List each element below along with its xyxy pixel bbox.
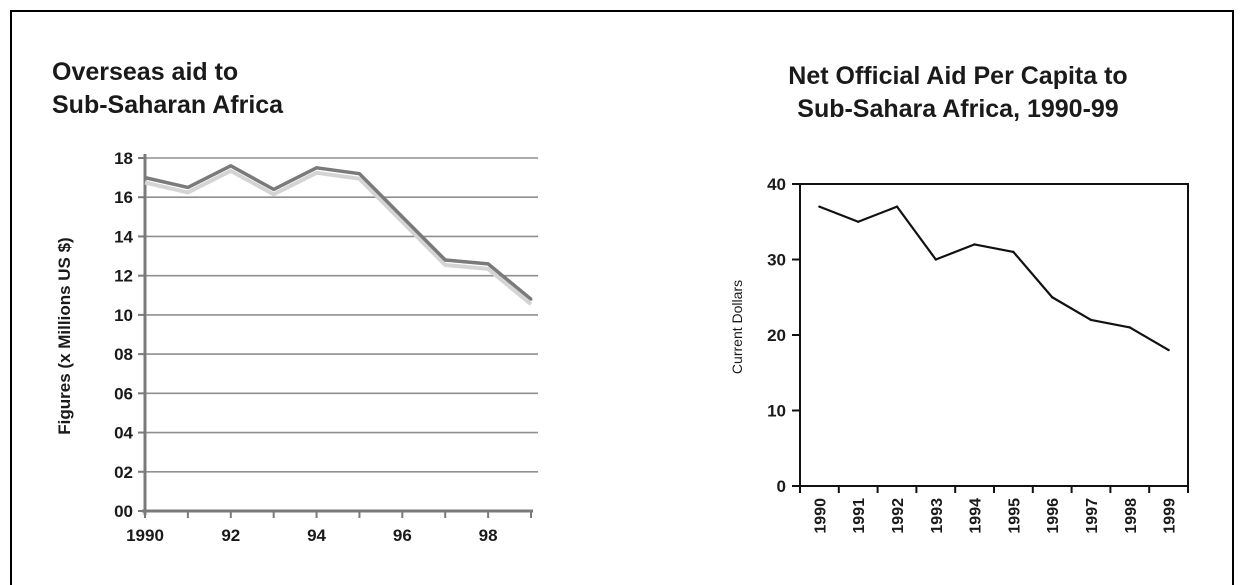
chart2-title-line2: Sub-Sahara Africa, 1990-99 [797, 95, 1118, 123]
chart2-x-tick-labels: 1990 1991 1992 1993 1994 1995 1996 1997 1998 1999 [812, 498, 1178, 534]
chart2-data-point [857, 220, 860, 223]
chart2-data-point [1051, 296, 1054, 299]
chart1-x-tick-label: 92 [221, 526, 240, 545]
chart2-data-point [818, 205, 821, 208]
chart2-axes [792, 183, 1189, 493]
chart1-y-tick-label: 06 [114, 384, 133, 403]
chart-overseas-aid: Overseas aid to Sub-Saharan Africa 00020… [52, 58, 538, 545]
chart1-data-point [529, 297, 533, 301]
chart2-y-axis-label: Current Dollars [729, 280, 745, 374]
chart2-x-tick-label: 1996 [1045, 498, 1062, 534]
chart2-y-tick-label: 0 [777, 477, 786, 496]
chart2-x-tick-label: 1990 [812, 498, 829, 534]
chart1-data-point [486, 262, 490, 266]
chart1-axes [138, 154, 533, 518]
chart2-x-tick-label: 1998 [1123, 498, 1140, 534]
chart2-y-tick-label: 20 [767, 326, 786, 345]
chart1-y-tick-label: 00 [114, 502, 133, 521]
chart2-x-tick-label: 1993 [929, 498, 946, 534]
chart1-y-tick-label: 08 [114, 345, 133, 364]
chart2-data-point [934, 258, 937, 261]
chart1-x-tick-label: 1990 [126, 526, 164, 545]
chart2-data-point [895, 205, 899, 208]
chart1-data-point [186, 185, 190, 189]
chart1-y-tick-label: 14 [114, 227, 133, 246]
chart1-y-axis-label: Figures (x Millions US $) [55, 237, 74, 434]
chart1-x-tick-label: 96 [393, 526, 412, 545]
chart1-title-line2: Sub-Saharan Africa [52, 91, 284, 119]
chart2-x-tick-label: 1995 [1006, 498, 1023, 534]
chart1-data-point [143, 176, 147, 180]
chart2-y-tick-label: 10 [767, 402, 786, 421]
chart2-plot-frame [799, 183, 1189, 487]
chart2-y-tick-label: 40 [767, 175, 786, 194]
chart2-series-line [819, 205, 1170, 352]
chart2-data-point [1128, 326, 1132, 329]
chart2-data-point [1012, 250, 1015, 254]
chart1-series [143, 164, 533, 306]
chart1-x-tick-labels: 1990 92 94 96 98 [126, 526, 497, 545]
chart1-y-tick-label: 04 [114, 424, 133, 443]
chart2-data-point [1167, 348, 1170, 352]
chart1-series-shadow [144, 168, 533, 306]
chart2-x-tick-label: 1997 [1084, 498, 1101, 534]
chart1-data-point [400, 215, 404, 219]
chart2-x-tick-label: 1994 [968, 498, 985, 534]
chart1-y-tick-label: 10 [114, 306, 133, 325]
chart2-y-tick-labels: 0 10 20 30 40 [767, 175, 786, 496]
chart1-y-tick-label: 18 [114, 149, 133, 168]
chart1-data-point [315, 166, 319, 170]
chart1-y-tick-labels: 00 02 04 06 08 10 12 14 16 18 [114, 149, 133, 521]
chart1-x-tick-label: 98 [479, 526, 498, 545]
chart1-title-line1: Overseas aid to [52, 58, 238, 86]
image-frame [10, 10, 1234, 585]
chart2-series [818, 205, 1170, 352]
chart1-gridlines [145, 157, 538, 473]
chart1-data-point [357, 172, 361, 176]
chart2-y-tick-label: 30 [767, 251, 786, 270]
chart1-x-tick-label: 94 [307, 526, 326, 545]
chart-net-official-aid: Net Official Aid Per Capita to Sub-Sahar… [729, 62, 1189, 534]
chart2-data-point [973, 243, 976, 246]
chart1-data-point [272, 187, 276, 191]
chart1-y-tick-label: 12 [114, 267, 133, 286]
chart1-y-tick-label: 02 [114, 463, 133, 482]
chart2-x-tick-label: 1991 [851, 498, 868, 534]
chart2-data-point [1089, 318, 1093, 322]
chart2-x-tick-label: 1992 [890, 498, 907, 534]
chart1-data-point [229, 164, 233, 168]
chart1-data-point [443, 258, 447, 262]
chart2-title-line1: Net Official Aid Per Capita to [788, 62, 1127, 90]
chart1-y-tick-label: 16 [114, 188, 133, 207]
chart2-x-tick-label: 1999 [1162, 498, 1179, 534]
chart1-series-line [144, 164, 533, 301]
